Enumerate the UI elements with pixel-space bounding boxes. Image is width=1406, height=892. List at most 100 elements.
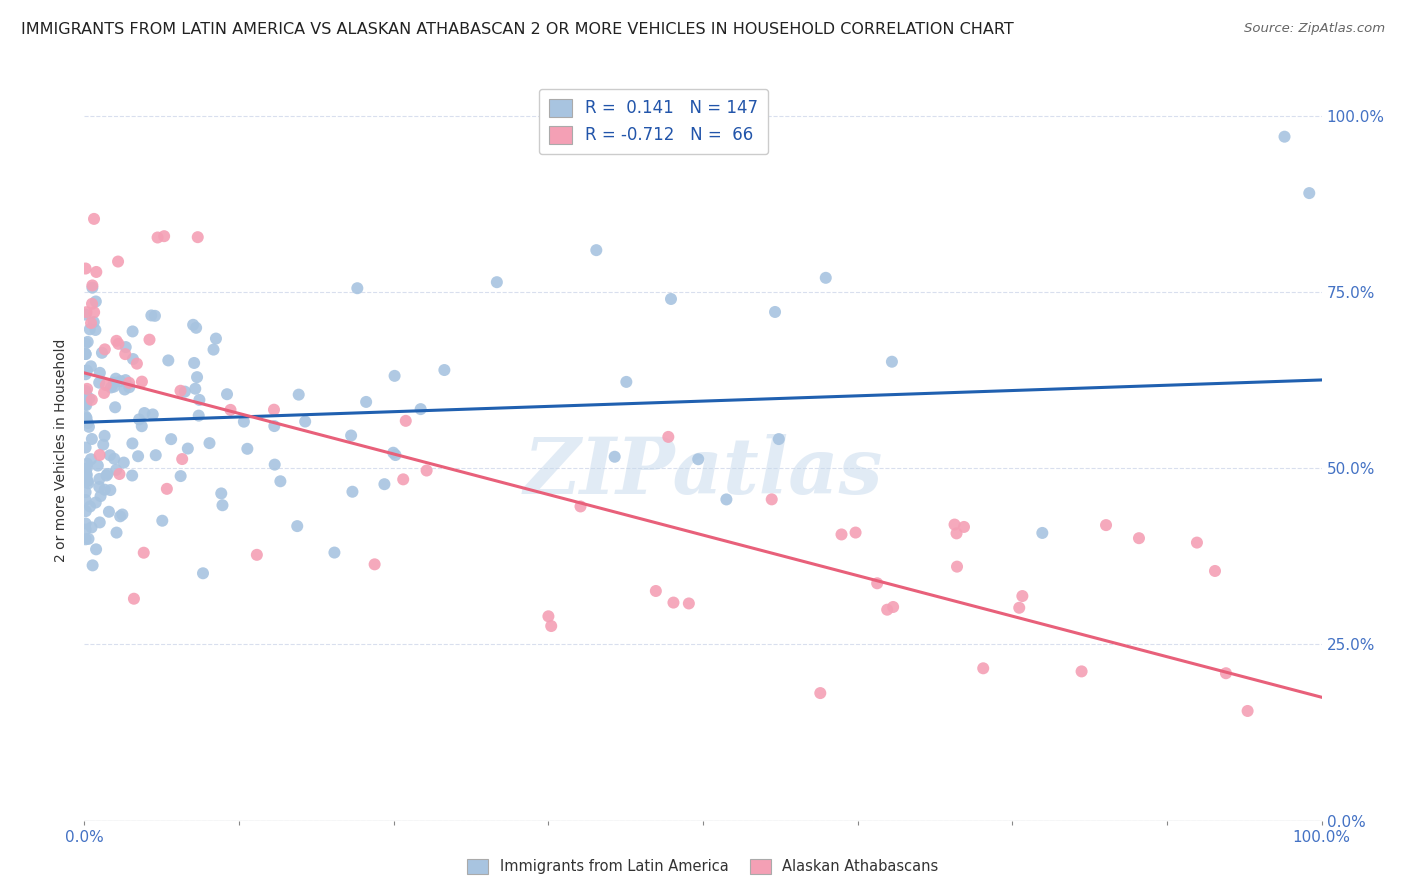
Point — [77, 392, 100, 406]
Point — [111, 508, 134, 522]
Point — [122, 352, 145, 367]
Point — [1185, 535, 1208, 549]
Point — [1298, 186, 1320, 200]
Point — [946, 559, 969, 574]
Point — [146, 230, 169, 244]
Point — [107, 254, 129, 268]
Point — [89, 472, 111, 486]
Point — [173, 384, 195, 399]
Point — [323, 545, 346, 559]
Point — [84, 542, 107, 557]
Point — [75, 305, 97, 319]
Point — [104, 372, 127, 386]
Point — [132, 546, 155, 560]
Point — [384, 448, 406, 462]
Point — [75, 364, 97, 378]
Point — [972, 661, 994, 675]
Point — [363, 558, 385, 572]
Point — [882, 599, 904, 614]
Point — [76, 467, 98, 482]
Point — [160, 432, 183, 446]
Point — [716, 492, 738, 507]
Point — [209, 486, 232, 500]
Point — [953, 520, 976, 534]
Point — [76, 416, 98, 430]
Point — [157, 353, 180, 368]
Point — [75, 409, 97, 424]
Point — [1011, 589, 1033, 603]
Point — [105, 463, 128, 477]
Point — [688, 452, 710, 467]
Point — [285, 519, 308, 533]
Point — [831, 527, 853, 541]
Point — [96, 467, 118, 481]
Point — [75, 493, 97, 508]
Point — [80, 392, 103, 407]
Point — [94, 343, 117, 357]
Point — [236, 442, 259, 456]
Point — [188, 392, 211, 407]
Point — [103, 379, 125, 393]
Point — [76, 382, 98, 396]
Point — [75, 397, 97, 411]
Point — [128, 412, 150, 426]
Point — [76, 474, 98, 488]
Point — [662, 596, 685, 610]
Point — [263, 402, 285, 417]
Point — [79, 500, 101, 514]
Point — [814, 270, 837, 285]
Point — [142, 408, 165, 422]
Point — [134, 406, 156, 420]
Point — [75, 467, 97, 482]
Point — [77, 476, 100, 491]
Point — [187, 409, 209, 423]
Point — [75, 441, 97, 455]
Point — [75, 336, 97, 351]
Point — [76, 334, 98, 349]
Point — [1204, 564, 1226, 578]
Point — [1031, 525, 1053, 540]
Point — [866, 576, 889, 591]
Point — [603, 450, 626, 464]
Point — [263, 458, 285, 472]
Point — [98, 448, 121, 462]
Point — [184, 320, 207, 334]
Point — [1128, 531, 1150, 545]
Point — [75, 347, 97, 361]
Point — [153, 229, 176, 244]
Point — [97, 505, 120, 519]
Point — [122, 591, 145, 606]
Point — [75, 516, 97, 531]
Point — [75, 393, 97, 408]
Point — [219, 403, 242, 417]
Point — [678, 597, 700, 611]
Point — [75, 467, 97, 482]
Point — [657, 430, 679, 444]
Point — [75, 368, 97, 382]
Point — [232, 415, 254, 429]
Point — [114, 383, 136, 397]
Point — [83, 211, 105, 226]
Point — [89, 448, 111, 462]
Point — [172, 452, 194, 467]
Point — [89, 366, 111, 380]
Point — [118, 380, 141, 394]
Point — [75, 473, 97, 487]
Point — [83, 305, 105, 319]
Point — [131, 375, 153, 389]
Point — [585, 243, 607, 257]
Point — [127, 449, 149, 463]
Legend: R =  0.141   N = 147, R = -0.712   N =  66: R = 0.141 N = 147, R = -0.712 N = 66 — [538, 88, 768, 154]
Point — [84, 294, 107, 309]
Point — [181, 318, 204, 332]
Point — [845, 525, 868, 540]
Point — [114, 347, 136, 361]
Point — [79, 322, 101, 336]
Point — [114, 373, 136, 387]
Point — [125, 357, 148, 371]
Point — [87, 458, 110, 473]
Point — [76, 363, 98, 377]
Point — [763, 305, 786, 319]
Point — [89, 480, 111, 494]
Point — [75, 398, 97, 412]
